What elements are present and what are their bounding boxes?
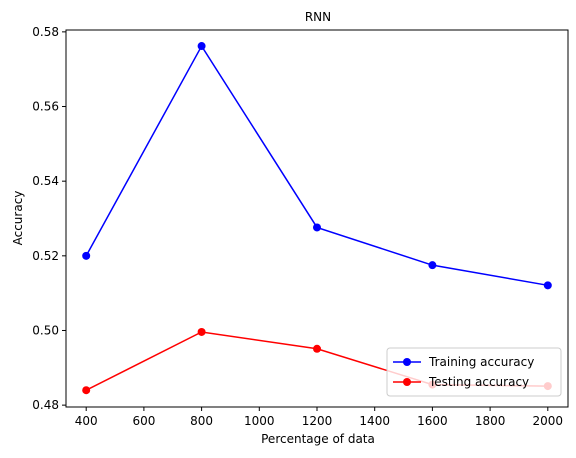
- series-line-1: [85, 44, 548, 287]
- data-point: [197, 327, 206, 336]
- data-point: [428, 261, 437, 270]
- y-tick-label: 0.54: [32, 174, 59, 188]
- x-tick-label: 1600: [417, 414, 448, 428]
- x-tick-label: 1200: [302, 414, 333, 428]
- y-tick-label: 0.50: [32, 323, 59, 337]
- y-tick-label: 0.48: [32, 398, 59, 412]
- legend-box: [386, 347, 562, 397]
- data-point: [197, 42, 206, 51]
- x-tick-label: 2000: [533, 414, 564, 428]
- y-axis-label: Accuracy: [11, 191, 25, 246]
- y-axis: 0.48 0.50 0.52 0.54 0.56 0.58: [32, 25, 66, 412]
- y-tick-label: 0.58: [32, 25, 59, 39]
- x-axis-label: Percentage of data: [261, 432, 375, 446]
- x-tick-label: 400: [75, 414, 98, 428]
- legend-label: Testing accuracy: [428, 375, 529, 389]
- x-tick-label: 1400: [359, 414, 390, 428]
- legend-marker: [403, 378, 411, 386]
- x-tick-label: 1800: [475, 414, 506, 428]
- x-axis: 400 600 800 1000 1200 1400 1600 1800 2000: [75, 407, 563, 428]
- legend-marker: [403, 358, 411, 366]
- x-tick-label: 600: [132, 414, 155, 428]
- legend-label: Training accuracy: [428, 355, 534, 369]
- legend: Training accuracy Testing accuracy: [386, 347, 562, 397]
- data-point: [313, 223, 321, 232]
- y-tick-label: 0.56: [32, 100, 59, 114]
- chart-title: RNN: [305, 10, 331, 24]
- data-point: [543, 281, 552, 290]
- data-point: [313, 344, 321, 353]
- data-point: [82, 251, 91, 260]
- y-tick-label: 0.52: [32, 249, 59, 263]
- x-tick-label: 800: [190, 414, 213, 428]
- data-point: [82, 386, 91, 395]
- x-tick-label: 1000: [244, 414, 275, 428]
- series-layer: [82, 42, 552, 395]
